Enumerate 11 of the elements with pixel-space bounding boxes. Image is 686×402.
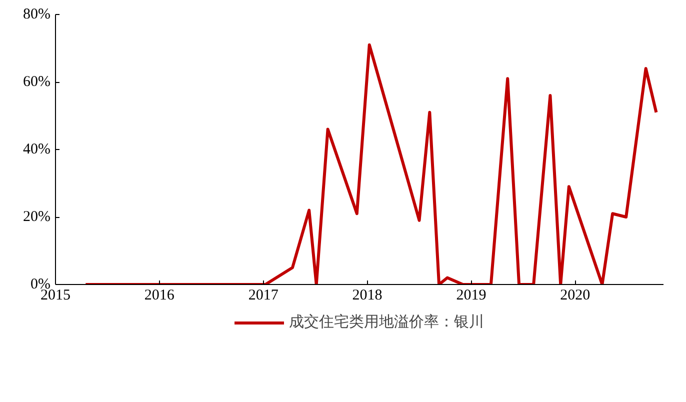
x-tick-label: 2018: [352, 288, 382, 304]
x-tick-label: 2017: [248, 288, 279, 304]
y-tick-label: 80%: [23, 6, 51, 22]
x-tick-label: 2016: [144, 288, 175, 304]
x-tick-label: 2019: [456, 288, 486, 304]
x-tick-label: 2020: [560, 288, 590, 304]
line-series: [84, 43, 658, 284]
y-tick-label: 20%: [23, 209, 51, 225]
legend-label: 成交住宅类用地溢价率：银川: [289, 312, 484, 332]
y-tick-label: 60%: [23, 74, 51, 90]
y-tick-label: 40%: [23, 142, 51, 158]
